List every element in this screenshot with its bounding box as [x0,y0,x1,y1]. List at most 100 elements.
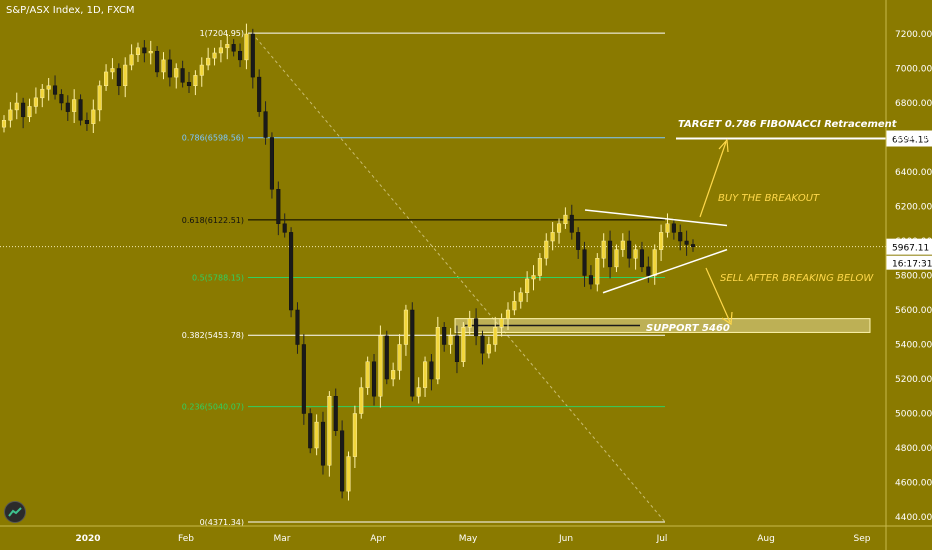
candle-body [423,361,428,388]
candle-body [123,64,128,87]
candle-body [142,47,147,54]
candle-body [218,47,223,54]
candle-body [563,214,568,224]
candle-body [352,413,357,457]
candle-body [135,47,141,55]
fib-level-label: 0.786(6598.56) [182,134,244,143]
candle-body [231,44,236,52]
y-tick-label: 4600.00 [895,479,932,489]
candle-body [671,223,676,233]
support-zone [454,318,871,333]
x-tick-label: May [459,534,478,544]
candle-body [116,68,121,86]
candle-body [608,240,613,268]
candle-body [237,51,243,61]
x-tick-label: Jul [656,534,668,544]
candle-body [620,240,625,250]
y-tick-label: 6200.00 [895,203,932,213]
y-tick-label: 5600.00 [895,306,932,316]
breakdown-arrow [705,267,731,323]
candle-body [206,57,211,66]
candle-body [282,223,287,233]
y-tick-label: 6600.00 [895,134,932,144]
candle-body [269,137,274,190]
candle-body [52,85,58,95]
candle-body [454,335,460,362]
candle-body [627,240,632,259]
candle-body [155,51,160,73]
y-tick-label: 6400.00 [895,168,932,178]
candle-body [371,361,377,397]
candle-body [499,318,504,328]
candle-body [595,258,600,285]
y-tick-label: 5400.00 [895,341,932,351]
candle-body [27,106,32,118]
candle-body [467,318,472,328]
candle-body [308,413,313,449]
candle-body [474,318,479,337]
y-tick-label: 7000.00 [895,65,932,75]
candle-body [403,309,408,345]
candle-body [531,275,536,280]
candle-body [365,361,370,388]
y-tick-label: 4400.00 [895,513,932,523]
candle-body [665,223,670,233]
symbol-title: S&P/ASX Index, 1D, FXCM [6,5,135,16]
candle-body [84,120,89,124]
breakout-arrowhead [718,138,729,153]
candle-body [684,240,689,245]
x-tick-label: 2020 [75,534,100,544]
candle-body [442,327,447,345]
candle-body [518,292,523,302]
candle-body [378,335,383,397]
candle-body [435,327,440,380]
tradingview-logo-icon[interactable] [4,501,26,523]
y-tick-label: 5200.00 [895,375,932,385]
last-price-tag [886,238,932,255]
candle-body [193,75,198,87]
candle-body [72,99,77,112]
candle-body [391,370,396,380]
candle-body [225,44,230,49]
x-tick-label: Aug [757,534,775,544]
candle-body [537,258,542,276]
candle-body [556,223,562,233]
candle-body [576,232,581,250]
candle-body [646,266,651,276]
candle-body [8,109,13,121]
candle-body [569,214,574,233]
candle-body [550,232,555,242]
candle-body [33,97,38,107]
candle-body [104,71,109,86]
candle-body [614,249,619,268]
candle-body [384,335,389,380]
target-annotation: TARGET 0.786 FIBONACCI Retracement [678,119,897,130]
candle-body [480,335,485,354]
candle-body [295,309,300,345]
candle-body [397,344,402,371]
candle-body [14,102,19,111]
candle-body [78,99,83,121]
candle-body [91,109,96,124]
candle-body [129,54,134,66]
candle-body [148,51,153,54]
triangle-upper-line [584,209,728,227]
candle-body [263,111,268,138]
candle-body [180,68,185,83]
candle-body [340,430,345,492]
last-price-label: 5967.11 [892,244,929,254]
candle-body [525,278,530,294]
countdown-label: 16:17:31 [892,260,932,270]
candle-body [582,249,587,276]
candle-body [461,327,466,362]
candle-body [244,33,249,61]
candle-body [212,52,217,59]
fib-level-label: 0.236(5040.07) [182,403,244,412]
candle-body [167,59,172,78]
x-tick-label: Mar [274,534,291,544]
y-tick-label: 4800.00 [895,444,932,454]
candle-body [40,88,45,99]
candle-body [1,120,7,128]
